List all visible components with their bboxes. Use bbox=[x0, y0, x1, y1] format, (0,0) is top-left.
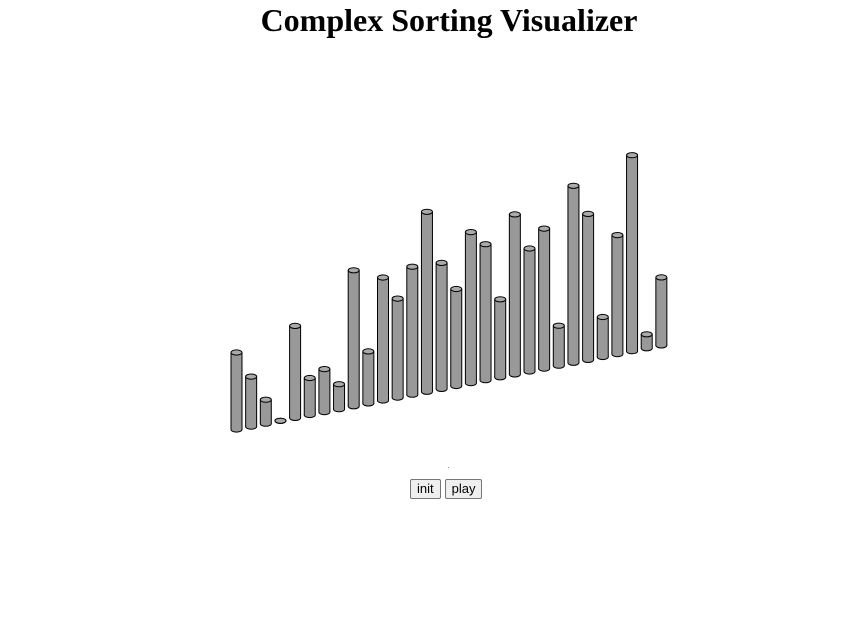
cylinder-bar bbox=[655, 274, 668, 349]
cylinder-bar bbox=[435, 259, 448, 392]
cylinder-bar bbox=[230, 349, 243, 433]
cylinder-bar bbox=[259, 396, 272, 427]
cylinder-bar bbox=[523, 245, 536, 375]
cylinder-bar bbox=[377, 274, 389, 404]
cylinder-bar bbox=[362, 348, 375, 407]
play-button[interactable]: play bbox=[444, 479, 483, 499]
cylinder-bar bbox=[494, 296, 507, 381]
cylinder-bar bbox=[508, 211, 521, 378]
cylinder-bar bbox=[420, 208, 433, 395]
cylinder-bar bbox=[538, 225, 551, 372]
cylinder-bar bbox=[596, 313, 609, 361]
cylinder-bar bbox=[406, 263, 419, 398]
cylinder-bar bbox=[333, 381, 346, 413]
cylinder-bar bbox=[289, 322, 302, 421]
cylinder-bar bbox=[274, 417, 287, 424]
cylinder-bar bbox=[450, 285, 463, 390]
cylinder-bar bbox=[464, 229, 477, 387]
cylinder-bar bbox=[626, 152, 639, 355]
cylinder-bar bbox=[611, 232, 624, 358]
cylinder-bar bbox=[552, 322, 565, 369]
cylinder-bar bbox=[303, 374, 316, 419]
cylinder-bar bbox=[567, 182, 580, 366]
cylinder-bar bbox=[245, 373, 258, 430]
init-button[interactable]: init bbox=[410, 479, 441, 499]
separator-dot bbox=[448, 467, 449, 468]
cylinder-bar bbox=[582, 210, 595, 363]
cylinder-bar bbox=[347, 267, 360, 410]
controls: init play bbox=[410, 479, 483, 499]
page-title: Complex Sorting Visualizer bbox=[260, 2, 638, 38]
cylinder-bar bbox=[318, 366, 331, 416]
cylinder-bar bbox=[640, 331, 653, 352]
cylinder-bar bbox=[391, 295, 404, 401]
cylinder-bar bbox=[479, 241, 492, 384]
